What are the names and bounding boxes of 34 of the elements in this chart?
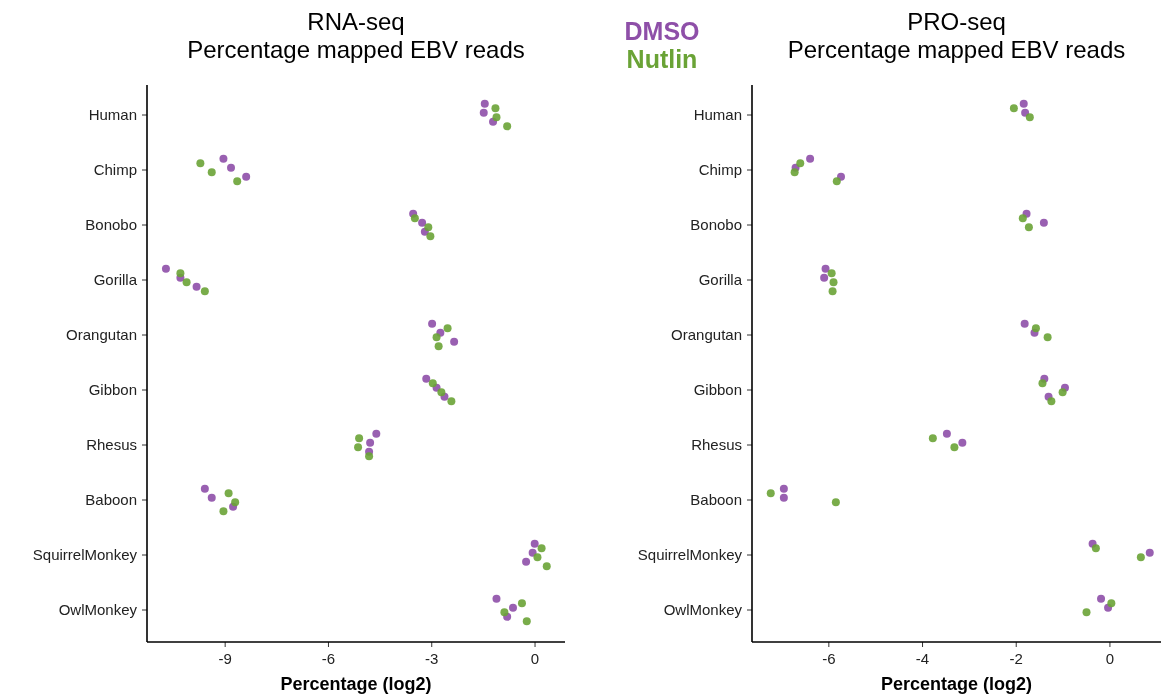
x-tick-label: -9 xyxy=(218,650,232,667)
x-axis-title: Percentage (log2) xyxy=(280,674,432,694)
y-tick-label: Gorilla xyxy=(698,271,743,288)
x-tick-label: -6 xyxy=(822,650,836,667)
y-tick-label: Baboon xyxy=(85,491,137,508)
x-tick-label: -6 xyxy=(321,650,336,667)
y-tick-label: Chimp xyxy=(698,161,742,178)
y-tick-label: Orangutan xyxy=(66,326,137,343)
y-tick-label: Rhesus xyxy=(86,436,137,453)
y-tick-label: Gibbon xyxy=(88,381,137,398)
y-tick-label: Bonobo xyxy=(85,216,137,233)
chart-title: RNA-seq Percentage mapped EBV reads xyxy=(187,8,525,63)
text: Nutlin xyxy=(626,45,698,73)
x-tick-label: -4 xyxy=(915,650,930,667)
x-tick-label: 0 xyxy=(1105,650,1115,667)
y-tick-label: OwlMonkey xyxy=(663,601,743,618)
x-tick-label: -3 xyxy=(425,650,439,667)
y-tick-label: Orangutan xyxy=(671,326,742,343)
y-tick-label: Gorilla xyxy=(93,271,138,288)
y-tick-label: Chimp xyxy=(93,161,137,178)
x-tick-label: 0 xyxy=(530,650,540,667)
y-tick-label: Rhesus xyxy=(691,436,742,453)
x-tick-label: -2 xyxy=(1009,650,1023,667)
x-axis-title: Percentage (log2) xyxy=(880,674,1033,694)
text: DMSO xyxy=(624,17,700,45)
y-tick-label: OwlMonkey xyxy=(58,601,138,618)
y-tick-label: Human xyxy=(88,106,137,123)
y-tick-label: Bonobo xyxy=(690,216,742,233)
y-tick-label: SquirrelMonkey xyxy=(32,546,138,563)
chart-title: PRO-seq Percentage mapped EBV reads xyxy=(787,8,1126,63)
y-tick-label: Human xyxy=(693,106,742,123)
y-tick-label: Gibbon xyxy=(693,381,742,398)
y-tick-label: Baboon xyxy=(690,491,742,508)
y-tick-label: SquirrelMonkey xyxy=(637,546,743,563)
